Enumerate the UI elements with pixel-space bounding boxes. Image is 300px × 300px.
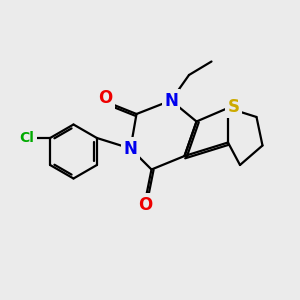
- Text: O: O: [138, 196, 153, 214]
- Text: O: O: [98, 89, 112, 107]
- Text: Cl: Cl: [20, 131, 34, 145]
- Text: N: N: [124, 140, 137, 158]
- Text: S: S: [227, 98, 239, 116]
- Text: N: N: [164, 92, 178, 110]
